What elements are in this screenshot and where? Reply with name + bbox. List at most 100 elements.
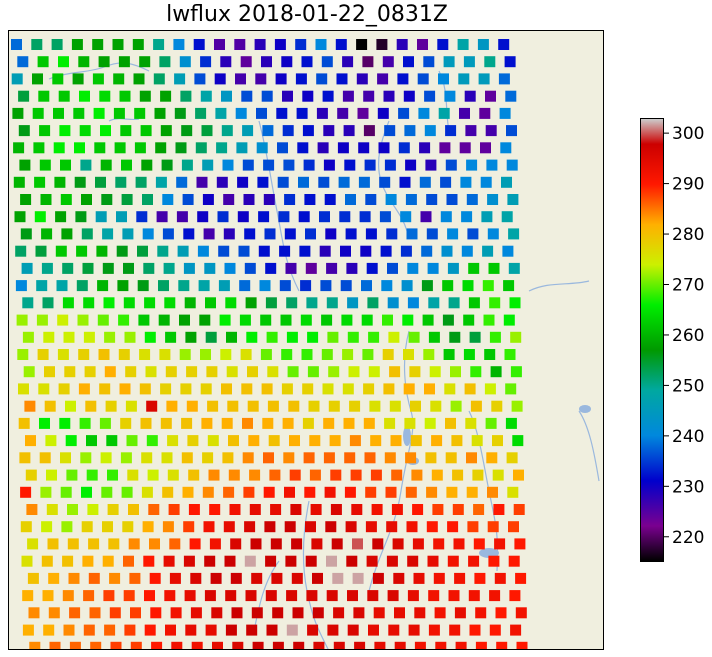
flux-marker — [408, 624, 420, 636]
flux-marker — [220, 56, 232, 68]
flux-marker — [299, 245, 311, 257]
flux-marker — [163, 262, 175, 274]
flux-marker — [245, 297, 257, 309]
flux-marker — [174, 107, 186, 119]
flux-marker — [458, 73, 470, 85]
flux-marker — [411, 469, 423, 481]
flux-marker — [295, 39, 307, 50]
flux-marker — [305, 262, 317, 274]
flux-marker — [164, 590, 176, 602]
flux-marker — [193, 39, 205, 50]
flux-marker — [19, 159, 31, 171]
flux-marker — [99, 90, 111, 102]
flux-marker — [119, 383, 131, 395]
flux-marker — [421, 245, 433, 257]
flux-marker — [63, 331, 75, 343]
flux-marker — [365, 521, 377, 533]
flux-marker — [347, 297, 359, 309]
flux-marker — [386, 555, 398, 567]
flux-marker — [165, 366, 177, 378]
flux-marker — [267, 366, 279, 378]
flux-marker — [223, 228, 235, 240]
flux-marker — [116, 211, 127, 223]
flux-marker — [449, 624, 461, 636]
flux-marker — [513, 504, 525, 515]
flux-marker — [461, 211, 473, 223]
flux-marker — [306, 590, 318, 602]
flux-marker — [59, 125, 71, 137]
flux-marker — [363, 125, 375, 137]
flux-marker — [205, 297, 216, 309]
flux-marker — [346, 555, 358, 567]
flux-marker — [115, 176, 127, 188]
flux-marker — [122, 521, 134, 533]
flux-marker — [143, 262, 155, 274]
flux-marker — [184, 590, 196, 602]
flux-marker — [263, 159, 275, 171]
flux-marker — [425, 452, 437, 464]
flux-marker — [31, 39, 43, 50]
flux-marker — [182, 194, 194, 205]
flux-marker — [405, 486, 417, 498]
flux-marker — [36, 280, 48, 292]
flux-marker — [467, 521, 479, 533]
flux-marker — [79, 417, 91, 429]
flux-marker — [60, 486, 72, 498]
flux-marker — [137, 280, 149, 292]
flux-marker — [99, 417, 111, 429]
flux-marker — [237, 211, 249, 223]
flux-marker — [447, 555, 459, 567]
flux-marker — [198, 280, 210, 292]
flux-marker — [356, 39, 368, 50]
flux-marker — [144, 590, 155, 602]
flux-marker — [359, 211, 371, 223]
flux-marker — [42, 297, 54, 309]
flux-marker — [245, 590, 257, 602]
flux-marker — [205, 331, 217, 343]
flux-marker — [489, 624, 501, 636]
flux-marker — [241, 383, 253, 395]
flux-marker — [513, 469, 524, 481]
flux-marker — [63, 624, 75, 636]
flux-marker — [206, 366, 218, 378]
flux-marker — [434, 607, 446, 619]
colorbar-tick-label: 260 — [672, 326, 704, 346]
flux-marker — [117, 280, 129, 292]
flux-marker — [230, 538, 242, 550]
flux-marker — [512, 435, 524, 447]
flux-marker — [200, 90, 212, 102]
flux-marker — [100, 452, 112, 464]
flux-marker — [181, 417, 193, 429]
flux-marker — [319, 245, 331, 257]
flux-marker — [349, 435, 361, 447]
flux-marker — [322, 90, 334, 102]
flux-marker — [18, 383, 29, 395]
flux-marker — [470, 400, 482, 412]
flux-marker — [263, 194, 275, 205]
flux-marker — [86, 435, 97, 447]
flux-marker — [373, 607, 385, 619]
flux-marker — [162, 194, 174, 205]
flux-marker — [203, 228, 215, 240]
map-panel[interactable] — [8, 30, 604, 650]
flux-marker — [183, 521, 195, 533]
flux-marker — [363, 90, 375, 102]
flux-marker — [469, 331, 481, 343]
flux-marker — [277, 176, 289, 188]
flux-marker — [506, 452, 518, 464]
flux-marker — [433, 572, 445, 584]
flux-marker — [487, 228, 499, 240]
flux-marker — [367, 590, 379, 602]
flux-marker — [312, 607, 324, 619]
flux-marker — [413, 572, 425, 584]
flux-marker — [426, 228, 438, 240]
flux-marker — [494, 572, 506, 584]
flux-marker — [78, 383, 90, 395]
flux-marker — [167, 435, 179, 447]
flux-marker — [501, 211, 513, 223]
flux-marker — [96, 245, 108, 257]
flux-marker — [176, 176, 188, 188]
flux-marker — [252, 641, 264, 649]
flux-marker — [149, 572, 161, 584]
flux-marker — [281, 56, 293, 68]
